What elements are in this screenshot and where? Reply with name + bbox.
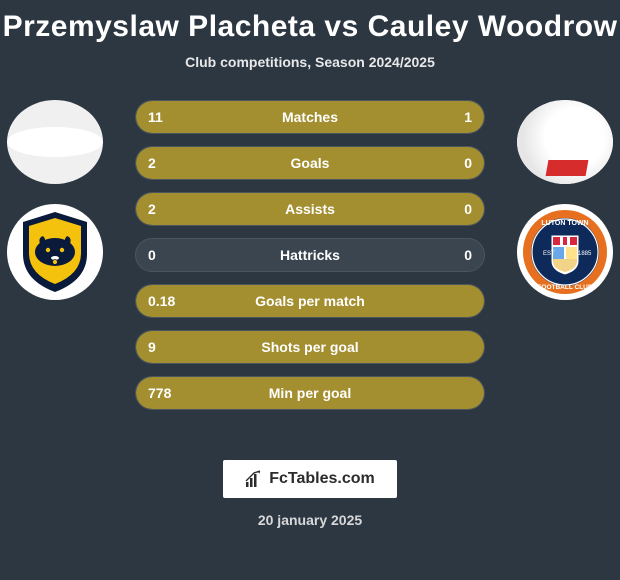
comparison-area: LUTON TOWN FOOTBALL CLUB EST 1885 11 Matc… [0, 100, 620, 440]
stat-label: Hattricks [280, 247, 340, 263]
luton-town-crest-icon: LUTON TOWN FOOTBALL CLUB EST 1885 [522, 209, 608, 295]
stat-value-left: 778 [148, 385, 171, 401]
stat-row: 0 Hattricks 0 [135, 238, 485, 272]
page-subtitle: Club competitions, Season 2024/2025 [0, 54, 620, 70]
brand-badge: FcTables.com [223, 460, 397, 498]
footer: FcTables.com 20 january 2025 [0, 460, 620, 528]
fctables-logo-icon [245, 470, 263, 488]
stat-value-right: 0 [464, 247, 472, 263]
stat-row: 2 Goals 0 [135, 146, 485, 180]
stat-label: Shots per goal [261, 339, 358, 355]
right-player-column: LUTON TOWN FOOTBALL CLUB EST 1885 [510, 100, 620, 300]
stat-value-right: 0 [464, 155, 472, 171]
svg-text:FOOTBALL CLUB: FOOTBALL CLUB [537, 284, 592, 291]
left-club-badge [7, 204, 103, 300]
svg-text:EST: EST [543, 251, 555, 257]
stat-row: 778 Min per goal [135, 376, 485, 410]
stat-value-left: 2 [148, 201, 156, 217]
stat-label: Assists [285, 201, 335, 217]
stat-value-right: 0 [464, 201, 472, 217]
right-player-photo [517, 100, 613, 184]
stat-row: 0.18 Goals per match [135, 284, 485, 318]
stat-value-left: 0 [148, 247, 156, 263]
right-club-badge: LUTON TOWN FOOTBALL CLUB EST 1885 [517, 204, 613, 300]
stat-value-right: 1 [464, 109, 472, 125]
stat-label: Goals per match [255, 293, 365, 309]
stat-value-left: 11 [148, 109, 163, 125]
stats-list: 11 Matches 1 2 Goals 0 2 Assists 0 0 Hattricks 0 0.1… [135, 100, 485, 410]
svg-text:1885: 1885 [578, 251, 592, 257]
stat-label: Goals [291, 155, 330, 171]
left-player-column [0, 100, 110, 300]
stat-row: 9 Shots per goal [135, 330, 485, 364]
stat-label: Matches [282, 109, 338, 125]
brand-label: FcTables.com [269, 470, 375, 488]
svg-text:LUTON TOWN: LUTON TOWN [541, 220, 588, 227]
oxford-united-crest-icon [17, 210, 93, 294]
stat-row: 11 Matches 1 [135, 100, 485, 134]
stat-value-left: 9 [148, 339, 156, 355]
stat-row: 2 Assists 0 [135, 192, 485, 226]
date-label: 20 january 2025 [258, 512, 362, 528]
stat-label: Min per goal [269, 385, 351, 401]
stat-value-left: 0.18 [148, 293, 175, 309]
left-player-photo [7, 100, 103, 184]
stat-value-left: 2 [148, 155, 156, 171]
page-title: Przemyslaw Placheta vs Cauley Woodrow [0, 0, 620, 44]
